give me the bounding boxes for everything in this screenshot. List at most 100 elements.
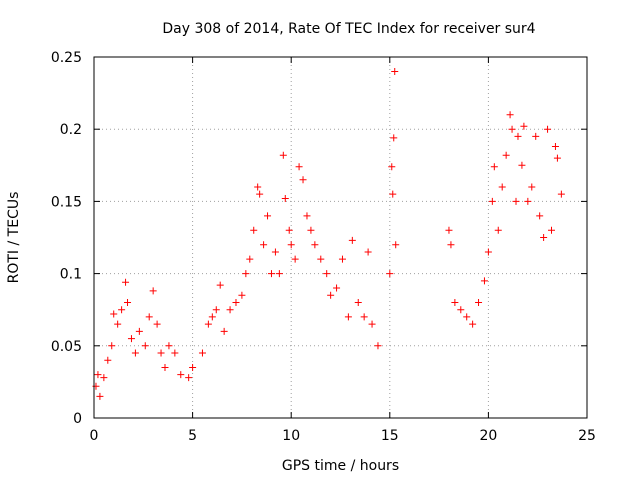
data-point [484, 248, 492, 256]
data-point [445, 226, 453, 234]
data-point [96, 392, 104, 400]
data-point [540, 234, 548, 241]
data-point [307, 226, 315, 234]
data-point [264, 212, 272, 220]
data-point [518, 161, 526, 169]
data-point [141, 342, 149, 350]
data-point [512, 197, 520, 205]
data-point [149, 287, 157, 295]
data-points-layer [92, 67, 565, 400]
data-point [161, 363, 169, 371]
data-point [524, 197, 532, 205]
y-tick-label: 0.1 [60, 267, 82, 283]
data-point [389, 190, 397, 198]
data-point [463, 313, 471, 321]
data-point [238, 291, 246, 299]
data-point [469, 320, 477, 328]
data-point [131, 349, 139, 357]
data-point [388, 163, 396, 171]
data-point [177, 371, 185, 379]
data-point [242, 270, 250, 278]
data-point [279, 151, 287, 159]
y-tick-label: 0.15 [51, 194, 82, 210]
data-point [212, 306, 220, 314]
data-point [490, 163, 498, 171]
data-point [488, 197, 496, 205]
x-axis-label: GPS time / hours [282, 458, 399, 474]
data-point [287, 241, 295, 249]
data-point [303, 212, 311, 220]
data-point [281, 195, 289, 203]
data-point [165, 342, 173, 350]
data-point [348, 236, 356, 244]
data-point [374, 342, 382, 350]
data-point [208, 313, 216, 321]
data-point [267, 270, 275, 278]
data-point [291, 255, 299, 263]
labels-layer: Day 308 of 2014, Rate Of TEC Index for r… [6, 21, 596, 474]
plot-frame [93, 56, 588, 419]
axes-layer [93, 56, 588, 419]
data-point [317, 255, 325, 263]
data-point [553, 154, 561, 162]
y-tick-label: 0.2 [60, 122, 82, 138]
data-point [391, 67, 399, 75]
x-tick-label: 25 [578, 428, 596, 444]
data-point [185, 374, 193, 382]
data-point [226, 306, 234, 314]
data-point [104, 356, 112, 364]
data-point [502, 151, 510, 159]
data-point [256, 190, 264, 198]
data-point [108, 342, 116, 350]
data-point [127, 335, 135, 343]
data-point [475, 298, 483, 306]
data-point [344, 313, 352, 321]
data-point [532, 132, 540, 140]
data-point [548, 226, 556, 234]
data-point [145, 313, 153, 321]
data-point [220, 327, 228, 335]
x-tick-label: 15 [381, 428, 399, 444]
data-point [323, 270, 331, 278]
data-point [118, 306, 126, 314]
data-point [260, 241, 268, 249]
data-point [557, 190, 565, 198]
data-point [368, 320, 376, 328]
data-point [94, 371, 102, 379]
data-point [153, 320, 161, 328]
x-tick-label: 10 [282, 428, 300, 444]
data-point [360, 313, 368, 321]
data-point [551, 143, 559, 151]
data-point [354, 298, 362, 306]
data-point [216, 281, 224, 289]
data-point [520, 122, 528, 130]
data-point [528, 183, 536, 191]
data-point [157, 349, 165, 357]
data-point [299, 176, 307, 184]
x-tick-label: 20 [479, 428, 497, 444]
data-point [198, 349, 206, 357]
data-point [110, 310, 118, 318]
data-point [327, 291, 335, 299]
data-point [447, 241, 455, 249]
data-point [135, 327, 143, 335]
data-point [392, 241, 400, 249]
data-point [271, 248, 279, 256]
data-point [295, 163, 303, 171]
data-point [124, 298, 132, 306]
x-tick-label: 5 [188, 428, 197, 444]
data-point [204, 320, 212, 328]
y-tick-label: 0.05 [51, 339, 82, 355]
data-point [390, 134, 398, 142]
data-point [189, 363, 197, 371]
data-point [122, 278, 130, 286]
data-point [338, 255, 346, 263]
data-point [311, 241, 319, 249]
data-point [498, 183, 506, 191]
data-point [386, 270, 394, 278]
data-point [333, 284, 341, 292]
data-point [246, 255, 254, 263]
y-tick-label: 0 [73, 411, 82, 427]
data-point [536, 212, 544, 220]
